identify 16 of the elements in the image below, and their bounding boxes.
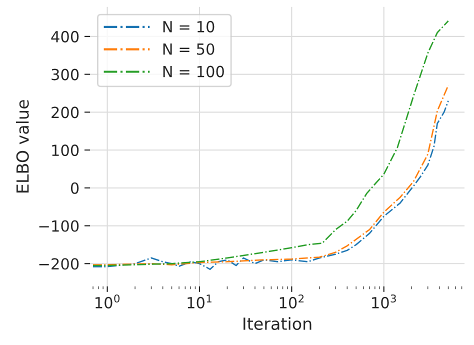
x-tick-label: 10$^{3}$	[372, 294, 396, 308]
legend-label: N = 100	[163, 66, 224, 78]
x-tick-label: 10$^{0}$	[96, 294, 120, 308]
y-axis-title: ELBO value	[16, 100, 29, 192]
x-tick-label: 10$^{2}$	[280, 294, 304, 308]
legend-label: N = 10	[163, 20, 214, 32]
y-tick-label: −100	[39, 220, 79, 232]
y-tick-label: 100	[52, 144, 79, 156]
x-tick-label: 10$^{1}$	[188, 294, 212, 308]
y-tick-label: 300	[52, 68, 79, 80]
x-axis-title: Iteration	[244, 317, 312, 330]
y-tick-label: 400	[51, 30, 79, 42]
legend-label: N = 50	[163, 43, 214, 55]
y-tick-label: 200	[52, 106, 79, 118]
y-tick-label: 0	[70, 182, 79, 194]
y-tick-label: −200	[39, 258, 79, 270]
